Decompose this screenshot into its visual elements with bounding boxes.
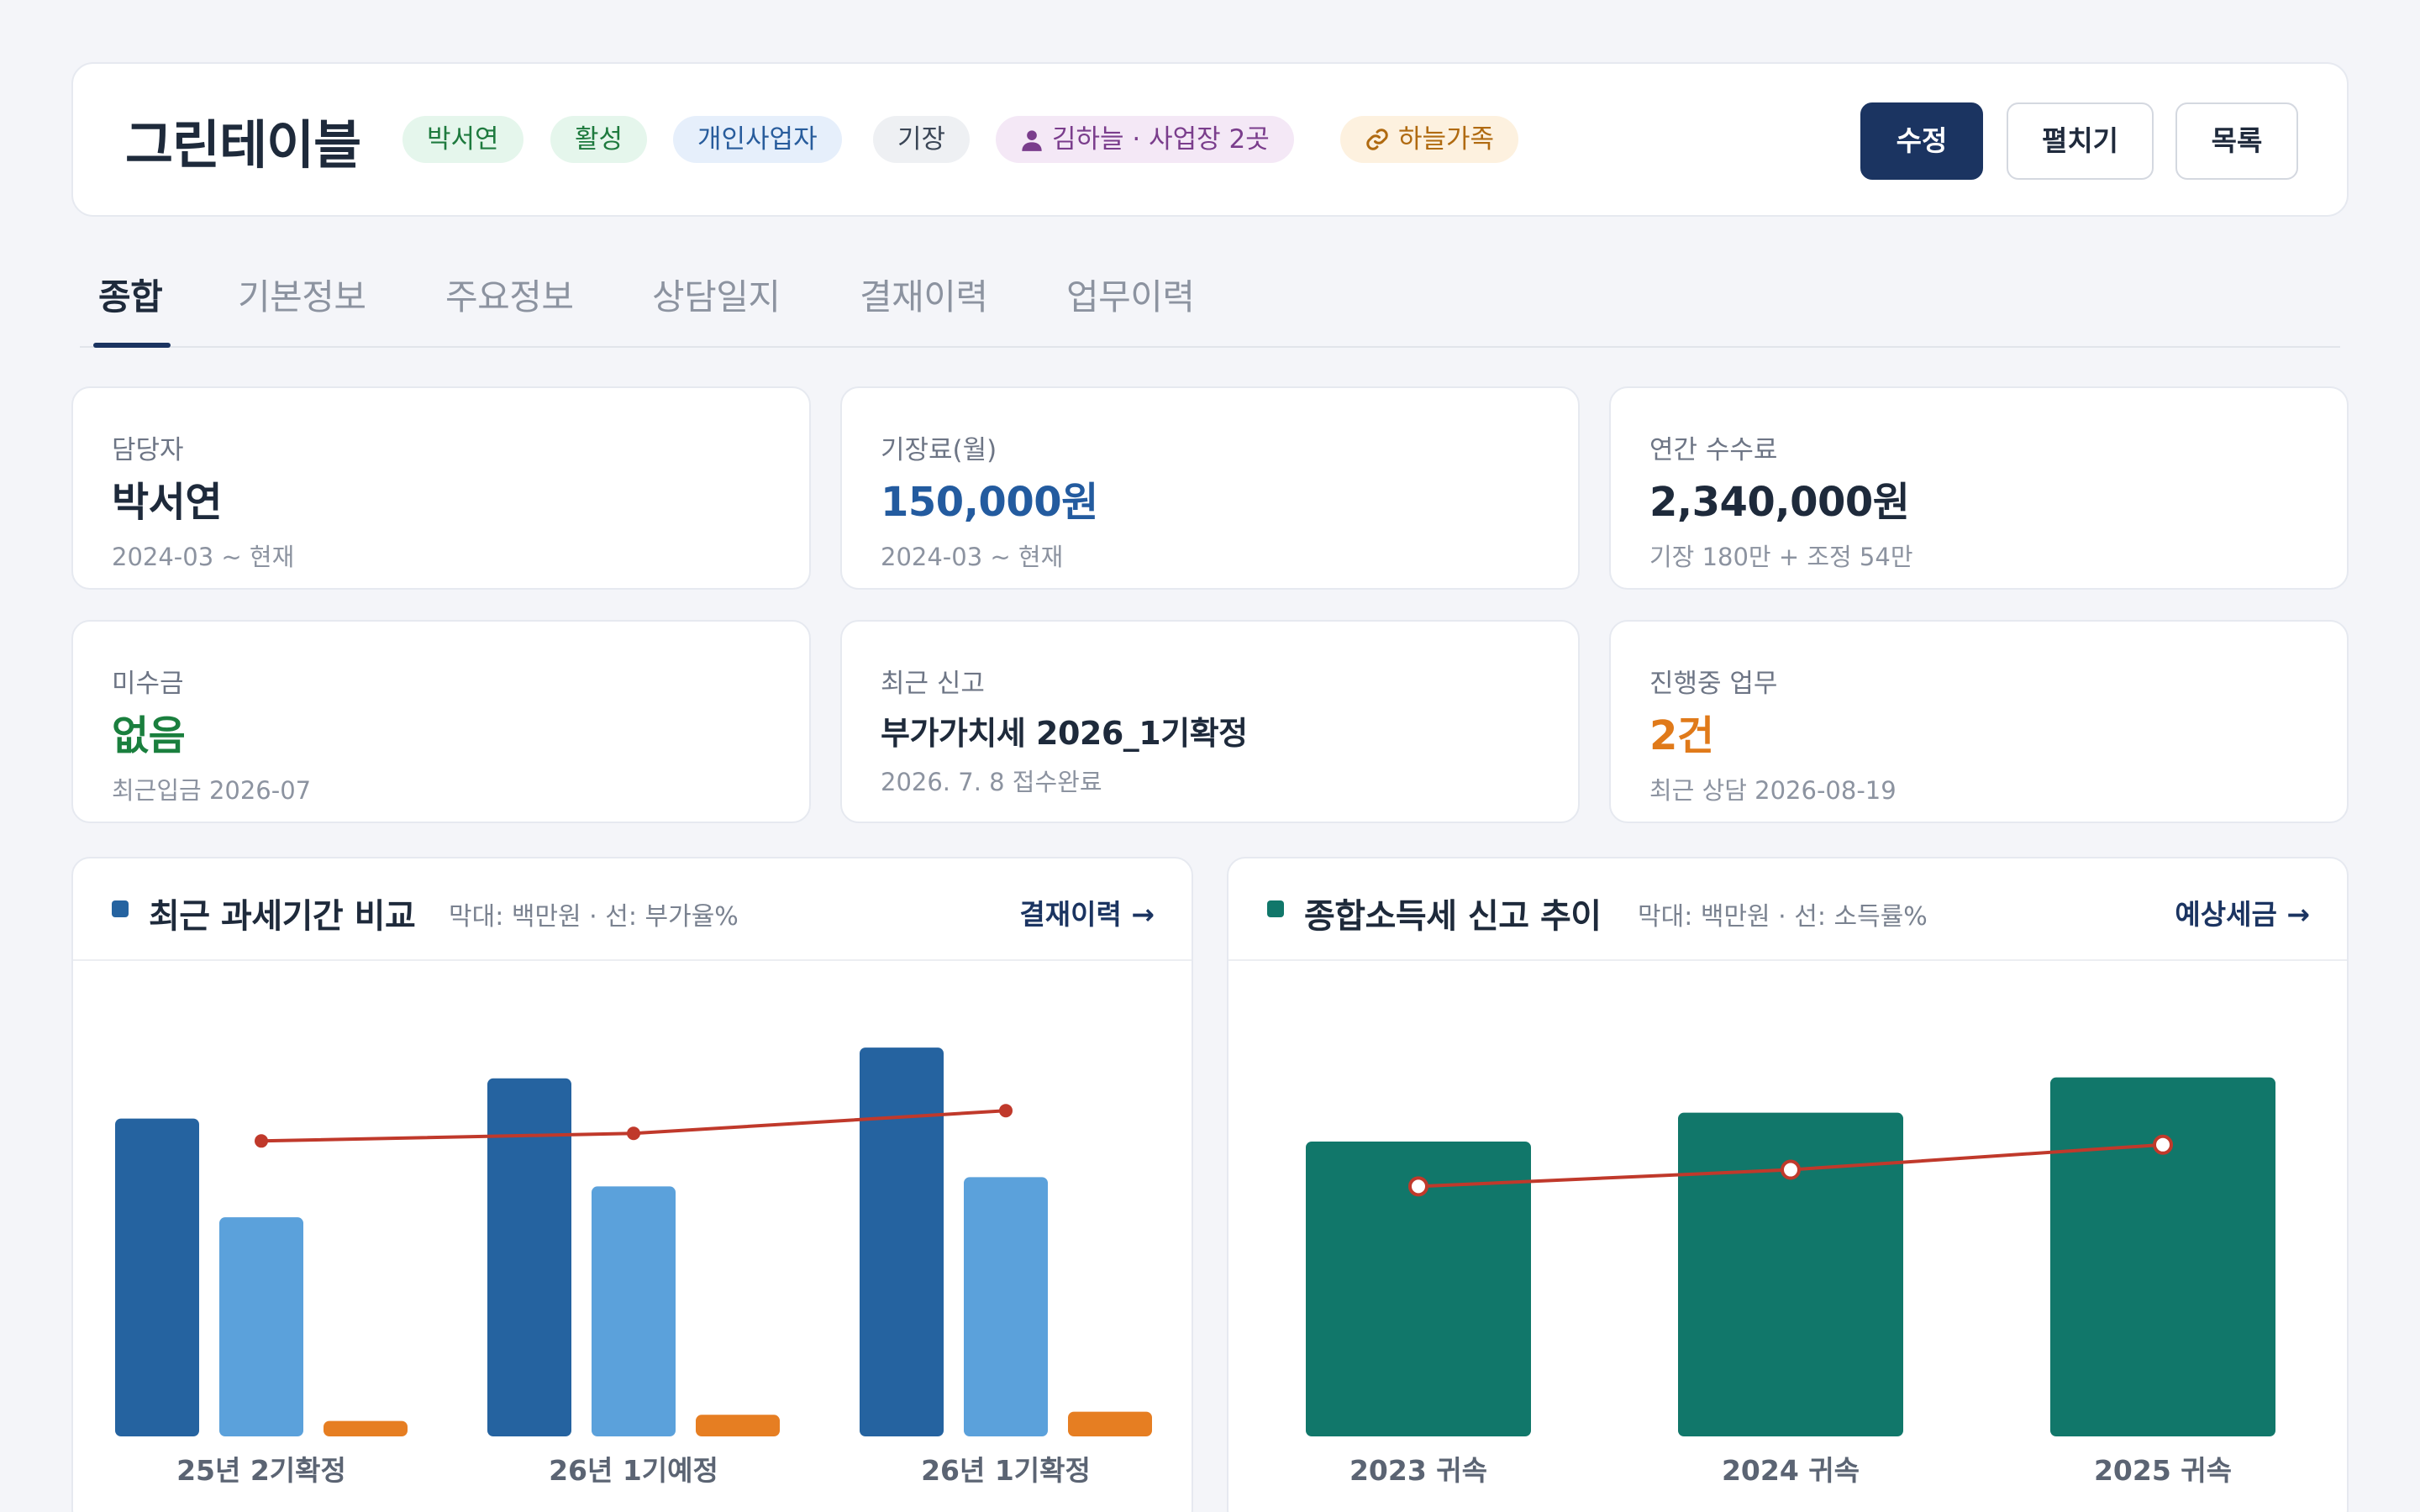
link-icon	[1366, 129, 1388, 150]
x-tick-label: 26년 1기예정	[549, 1454, 718, 1487]
card-manager: 담당자 박서연 2024-03 ~ 현재	[71, 386, 811, 590]
card-value: 부가가치세 2026_1기확정	[881, 715, 1248, 752]
tab-approval-history[interactable]: 결재이력	[860, 276, 988, 318]
client-name: 그린테이블	[125, 114, 361, 176]
card-label: 연간 수수료	[1649, 435, 1778, 465]
group-badge[interactable]: 하늘가족	[1340, 116, 1519, 163]
panel-subtitle: 막대: 백만원 · 선: 소득률%	[1638, 902, 1928, 932]
x-tick-label: 2023 귀속	[1349, 1454, 1487, 1487]
card-sub: 2026. 7. 8 접수완료	[881, 768, 1102, 796]
group-label: 하늘가족	[1398, 124, 1495, 155]
series-swatch	[112, 900, 129, 917]
person-icon	[1022, 130, 1042, 151]
panel-subtitle: 막대: 백만원 · 선: 부가율%	[449, 902, 739, 932]
card-sub: 최근입금 2026-07	[112, 776, 312, 805]
bar-2-2[interactable]	[592, 1186, 676, 1436]
tab-work-history[interactable]: 업무이력	[1066, 276, 1195, 318]
card-label: 담당자	[112, 435, 184, 465]
trend-point-2[interactable]	[1781, 1159, 1801, 1180]
panel-header: 종합소득세 신고 추이 막대: 백만원 · 선: 소득률% 예상세금 →	[1228, 858, 2347, 961]
vat-chart: 25년 2기확정 26년 1기예정 26년 1기확정	[115, 1047, 1152, 1487]
status-badge: 활성	[550, 116, 648, 163]
card-sub: 2024-03 ~ 현재	[112, 543, 295, 571]
trend-point-1[interactable]	[255, 1134, 268, 1148]
card-sub: 최근 상담 2026-08-19	[1649, 776, 1897, 805]
edit-button[interactable]: 수정	[1860, 102, 1983, 180]
income-tax-panel: 종합소득세 신고 추이 막대: 백만원 · 선: 소득률% 예상세금 → 202…	[1227, 857, 2349, 1512]
service-badge: 기장	[873, 116, 971, 163]
biz-type-badge: 개인사업자	[673, 116, 842, 163]
card-value: 150,000원	[881, 479, 1098, 526]
bar-1-1[interactable]	[115, 1118, 199, 1436]
bar-3-1[interactable]	[324, 1420, 408, 1436]
card-label: 최근 신고	[881, 669, 985, 699]
panel-title: 최근 과세기간 비교	[149, 897, 416, 936]
card-active-tasks: 진행중 업무 2건 최근 상담 2026-08-19	[1609, 620, 2349, 823]
estimated-tax-link[interactable]: 예상세금 →	[2175, 898, 2310, 931]
series-swatch	[1267, 900, 1284, 917]
trend-point-2[interactable]	[627, 1126, 640, 1141]
trend-point-3[interactable]	[999, 1104, 1013, 1118]
bar-3-3[interactable]	[1068, 1411, 1152, 1436]
trend-point-1[interactable]	[1408, 1176, 1428, 1197]
x-tick-label: 26년 1기확정	[921, 1454, 1091, 1487]
card-receivables: 미수금 없음 최근입금 2026-07	[71, 620, 811, 823]
income-tax-chart: 2023 귀속 2024 귀속 2025 귀속	[1306, 1077, 2275, 1487]
x-tick-label: 25년 2기확정	[176, 1454, 346, 1487]
card-value: 2건	[1649, 712, 1714, 759]
card-monthly-fee: 기장료(월) 150,000원 2024-03 ~ 현재	[840, 386, 1580, 590]
panel-header: 최근 과세기간 비교 막대: 백만원 · 선: 부가율% 결재이력 →	[73, 858, 1192, 961]
expand-button[interactable]: 펼치기	[2007, 102, 2154, 180]
tab-bar: 종합 기본정보 주요정보 상담일지 결재이력 업무이력	[80, 252, 2340, 348]
bar-2-1[interactable]	[219, 1217, 303, 1436]
trend-point-3[interactable]	[2153, 1134, 2173, 1155]
list-button[interactable]: 목록	[2175, 102, 2298, 180]
vat-comparison-panel: 최근 과세기간 비교 막대: 백만원 · 선: 부가율% 결재이력 → 25년 …	[71, 857, 1193, 1512]
card-label: 기장료(월)	[881, 435, 997, 465]
client-header: 그린테이블 박서연 활성 개인사업자 기장 김하늘 · 사업장 2곳 하늘가족 …	[71, 62, 2349, 217]
card-recent-filing: 최근 신고 부가가치세 2026_1기확정 2026. 7. 8 접수완료	[840, 620, 1580, 823]
x-tick-label: 2024 귀속	[1722, 1454, 1860, 1487]
card-value: 없음	[112, 712, 186, 759]
bar-1-3[interactable]	[860, 1047, 944, 1436]
bar-1-1[interactable]	[1306, 1141, 1531, 1436]
card-sub: 2024-03 ~ 현재	[881, 543, 1064, 571]
card-value: 박서연	[112, 479, 222, 526]
card-label: 진행중 업무	[1649, 669, 1778, 699]
bar-1-3[interactable]	[2050, 1077, 2275, 1436]
active-tab-indicator	[93, 343, 171, 348]
bar-1-2[interactable]	[487, 1078, 571, 1436]
panel-title: 종합소득세 신고 추이	[1304, 897, 1602, 936]
owner-badge[interactable]: 김하늘 · 사업장 2곳	[996, 116, 1294, 163]
card-annual-fee: 연간 수수료 2,340,000원 기장 180만 + 조정 54만	[1609, 386, 2349, 590]
bar-2-3[interactable]	[964, 1177, 1048, 1436]
owner-label: 김하늘 · 사업장 2곳	[1052, 124, 1270, 155]
card-sub: 기장 180만 + 조정 54만	[1649, 543, 1913, 571]
tab-key-info[interactable]: 주요정보	[445, 276, 574, 318]
x-tick-label: 2025 귀속	[2094, 1454, 2232, 1487]
bar-1-2[interactable]	[1678, 1112, 1903, 1436]
tab-consult-log[interactable]: 상담일지	[652, 276, 781, 318]
approval-history-link[interactable]: 결재이력 →	[1019, 898, 1155, 931]
tab-basic-info[interactable]: 기본정보	[238, 276, 366, 318]
card-label: 미수금	[112, 669, 184, 699]
bar-3-2[interactable]	[696, 1415, 780, 1436]
tab-summary[interactable]: 종합	[98, 276, 163, 318]
manager-badge[interactable]: 박서연	[402, 116, 523, 163]
card-value: 2,340,000원	[1649, 479, 1910, 526]
